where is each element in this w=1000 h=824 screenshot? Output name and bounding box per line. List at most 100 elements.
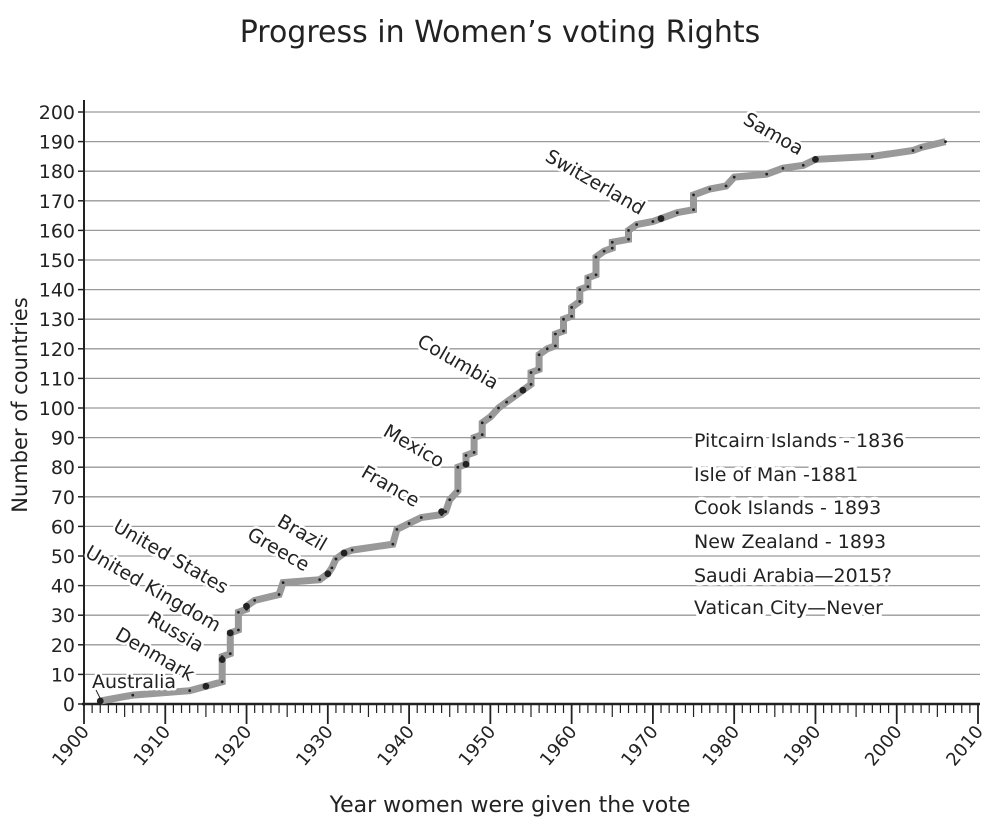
annotation-samoa: Samoa xyxy=(740,108,808,160)
annotated-point-mexico xyxy=(462,460,470,468)
y-axis-label: Number of countries xyxy=(8,297,32,513)
annotated-point-switzerland xyxy=(657,215,665,222)
data-point xyxy=(594,273,598,277)
data-point xyxy=(781,166,785,170)
annotated-point-australia xyxy=(96,697,104,705)
data-point xyxy=(318,578,322,582)
data-point xyxy=(911,149,915,152)
y-tick-label: 40 xyxy=(51,576,75,598)
x-tick-label: 1940 xyxy=(373,722,419,771)
data-point xyxy=(724,184,728,188)
data-point xyxy=(505,400,509,404)
series-line xyxy=(96,138,947,705)
data-point xyxy=(330,566,334,570)
annotated-point-columbia xyxy=(519,386,527,394)
data-point xyxy=(448,498,452,502)
x-axis-ticks: 1900 1910 1920 1930 1940 1950 1960 1970 1980 1990… xyxy=(48,704,988,770)
data-point xyxy=(562,317,565,321)
series-path xyxy=(99,138,947,705)
data-point xyxy=(602,249,606,253)
y-tick-label: 180 xyxy=(39,161,75,183)
y-tick-label: 130 xyxy=(39,309,75,331)
x-tick-label: 1960 xyxy=(536,722,582,771)
data-point xyxy=(570,305,574,309)
data-point xyxy=(529,382,533,386)
annotation-switzerland: Switzerland xyxy=(542,145,649,219)
note-saudi-arabia: Saudi Arabia—2015? xyxy=(694,565,892,587)
x-tick-label: 1920 xyxy=(211,722,257,771)
x-tick-label: 1950 xyxy=(455,722,501,771)
x-tick-label: 1930 xyxy=(292,722,338,771)
y-tick-label: 120 xyxy=(39,339,75,361)
annotated-point-denmark xyxy=(202,682,210,690)
annotated-point-samoa xyxy=(812,155,819,163)
y-tick-label: 200 xyxy=(39,102,75,124)
x-axis-label: Year women were given the vote xyxy=(329,793,691,818)
data-point xyxy=(594,255,598,259)
data-point xyxy=(708,187,712,191)
data-point xyxy=(627,237,630,241)
data-point xyxy=(570,314,574,318)
annotated-point-brazil xyxy=(340,549,348,557)
x-tick-label: 2000 xyxy=(861,722,907,771)
note-cook-islands: Cook Islands - 1893 xyxy=(694,497,881,519)
data-point xyxy=(237,628,240,632)
y-tick-label: 30 xyxy=(51,605,75,627)
data-point xyxy=(464,453,468,457)
data-point xyxy=(391,542,395,546)
y-tick-label: 160 xyxy=(39,220,75,242)
y-tick-label: 50 xyxy=(51,546,75,568)
annotated-point-russia xyxy=(218,656,226,663)
data-point xyxy=(651,220,655,223)
data-point xyxy=(228,652,232,656)
data-point xyxy=(578,288,582,291)
y-tick-label: 110 xyxy=(39,368,75,390)
y-tick-label: 90 xyxy=(51,428,75,450)
data-point xyxy=(586,276,590,280)
note-new-zealand: New Zealand - 1893 xyxy=(694,531,886,553)
data-point xyxy=(610,240,614,244)
data-point xyxy=(692,193,695,197)
y-tick-label: 100 xyxy=(39,398,75,420)
data-point xyxy=(472,436,476,439)
data-point xyxy=(395,527,399,531)
y-tick-label: 80 xyxy=(51,457,75,479)
x-tick-label: 1990 xyxy=(780,722,826,771)
y-tick-label: 70 xyxy=(51,487,75,509)
data-point xyxy=(253,599,257,602)
data-point xyxy=(220,680,224,684)
data-point xyxy=(188,689,192,693)
data-point xyxy=(765,172,769,176)
x-tick-label: 1900 xyxy=(48,722,94,771)
data-point xyxy=(586,285,590,289)
chart-title: Progress in Women’s voting Rights xyxy=(240,15,761,50)
annotated-point-greece xyxy=(324,570,332,578)
x-tick-label: 1980 xyxy=(698,722,744,771)
data-point xyxy=(334,557,338,561)
note-isle-of-man: Isle of Man -1881 xyxy=(694,464,858,486)
data-point xyxy=(635,223,639,226)
data-point xyxy=(944,140,947,144)
data-point xyxy=(545,347,549,351)
notes-box: Pitcairn Islands - 1836 Isle of Man -188… xyxy=(691,427,908,623)
data-point xyxy=(237,610,240,614)
data-point xyxy=(444,510,448,513)
y-tick-label: 60 xyxy=(51,516,75,538)
data-point xyxy=(675,211,679,215)
annotated-point-united-states xyxy=(243,602,250,610)
y-tick-label: 170 xyxy=(39,191,75,213)
x-tick-label: 1970 xyxy=(617,722,663,771)
annotation-australia: Australia xyxy=(92,671,176,693)
annotated-point-france xyxy=(438,508,445,515)
x-tick-label: 2010 xyxy=(942,722,988,771)
australia-leader-line xyxy=(95,689,102,701)
data-point xyxy=(513,394,517,398)
y-axis-ticks: 0 10 20 30 40 50 60 70 80 90 100 110 120 130 140 150 160… xyxy=(39,102,84,716)
y-tick-label: 20 xyxy=(51,635,75,657)
y-tick-label: 10 xyxy=(51,664,75,686)
data-point xyxy=(281,581,285,585)
data-point xyxy=(497,406,500,410)
data-point xyxy=(350,548,354,552)
data-point xyxy=(480,421,484,425)
